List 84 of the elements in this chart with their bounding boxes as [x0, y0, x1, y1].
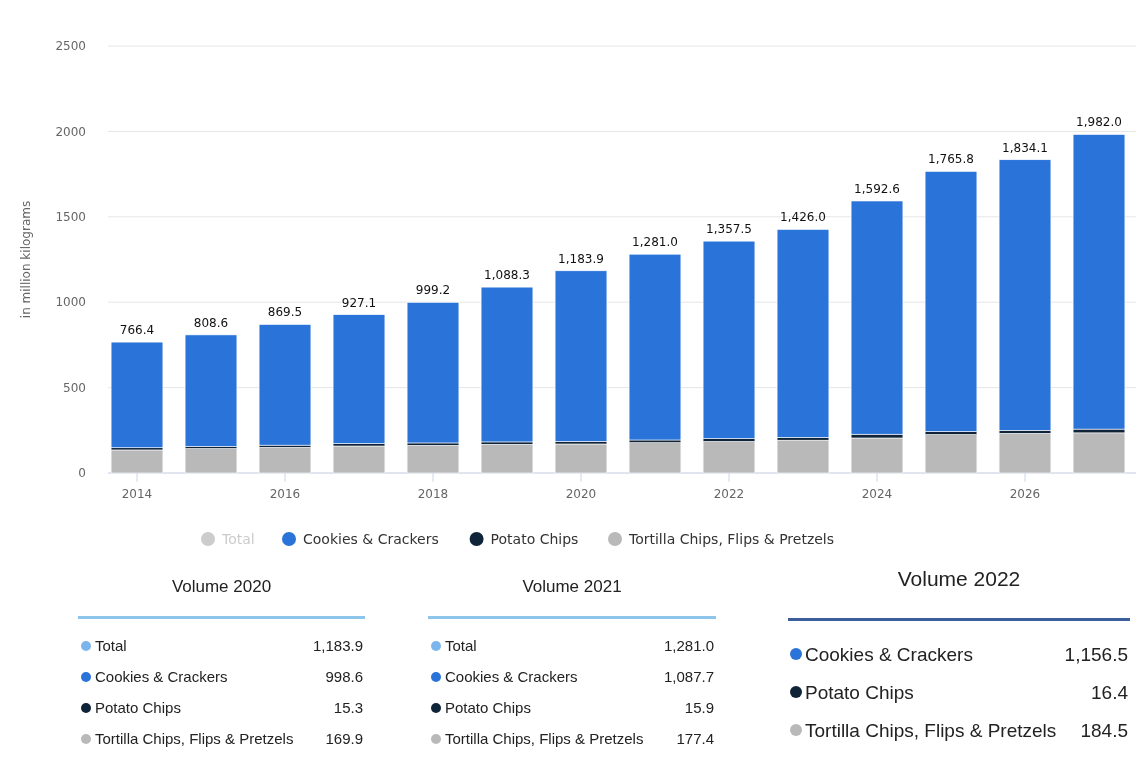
category-label: Cookies & Crackers: [95, 668, 228, 686]
bar: [702, 240, 756, 439]
category-label: Tortilla Chips, Flips & Pretzels: [445, 730, 644, 748]
text: 177.4: [676, 730, 714, 748]
y-axis-title: in million kilograms: [19, 200, 33, 319]
bar: [258, 324, 312, 446]
bar: [628, 442, 682, 474]
legend-label: Tortilla Chips, Flips & Pretzels: [628, 530, 835, 547]
bar: [480, 444, 534, 474]
text: 1,281.0: [663, 637, 714, 655]
category-label: Cookies & Crackers: [445, 668, 578, 686]
text: 15.3: [333, 699, 363, 717]
text: 1,087.7: [663, 668, 714, 686]
bar: [554, 270, 608, 442]
bar: [406, 445, 460, 474]
text: 16.4: [1091, 681, 1128, 703]
bar: [628, 253, 682, 441]
total-label: 999.2: [415, 283, 451, 298]
bar: [924, 434, 978, 474]
bar: [554, 443, 608, 474]
text: 998.6: [325, 668, 363, 686]
x-tick-label: 2020: [565, 487, 597, 501]
bar: [850, 200, 904, 435]
bar: [702, 441, 756, 474]
category-label: Tortilla Chips, Flips & Pretzels: [95, 730, 294, 748]
text: 15.9: [684, 699, 714, 717]
total-label: 1,426.0: [780, 210, 826, 225]
total-label: 1,357.5: [706, 222, 752, 237]
bar: [776, 439, 830, 474]
text: 169.9: [325, 730, 363, 748]
bar: [110, 449, 164, 474]
category-label: Potato Chips: [95, 699, 181, 717]
total-label: 1,281.0: [632, 235, 678, 250]
text: Volume 2022: [897, 567, 1021, 590]
bar: [332, 314, 386, 444]
text: Volume 2020: [171, 577, 272, 596]
legend-label: Potato Chips: [490, 530, 579, 547]
category-label: Total: [445, 637, 477, 655]
x-tick-label: 2024: [861, 487, 893, 501]
x-tick-label: 2014: [121, 487, 153, 501]
x-tick-label: 2022: [713, 487, 745, 501]
category-label: Potato Chips: [805, 681, 914, 703]
bar: [184, 448, 238, 474]
bar: [1072, 134, 1126, 430]
category-label: Tortilla Chips, Flips & Pretzels: [805, 719, 1057, 741]
total-label: 1,592.6: [854, 181, 900, 196]
bar: [998, 433, 1052, 474]
total-label: 766.4: [119, 323, 155, 338]
y-tick-label: 2000: [55, 124, 86, 139]
bar: [406, 302, 460, 444]
text: 1,183.9: [312, 637, 363, 655]
bar: [924, 171, 978, 432]
total-label: 1,982.0: [1076, 115, 1122, 130]
y-tick-label: 0: [78, 466, 86, 481]
bar: [776, 229, 830, 438]
total-label: 869.5: [267, 305, 303, 320]
text: Volume 2021: [522, 577, 622, 596]
text: 1,156.5: [1064, 643, 1128, 665]
total-label: 927.1: [341, 295, 377, 310]
category-label: Cookies & Crackers: [805, 643, 973, 665]
x-tick-label: 2016: [269, 487, 301, 501]
bar: [184, 334, 238, 447]
bar: [850, 437, 904, 474]
y-tick-label: 1000: [55, 295, 86, 310]
bar: [480, 286, 534, 443]
bar: [110, 341, 164, 449]
bar: [1072, 432, 1126, 474]
y-tick-label: 1500: [55, 210, 86, 224]
text: 184.5: [1080, 719, 1128, 741]
x-tick-label: 2018: [417, 487, 449, 501]
legend-label: Cookies & Crackers: [303, 530, 439, 547]
y-tick-label: 2500: [55, 39, 86, 54]
total-label: 1,183.9: [558, 251, 604, 266]
total-label: 1,765.8: [928, 152, 974, 167]
category-label: Potato Chips: [445, 699, 531, 717]
total-label: 1,088.3: [484, 268, 530, 283]
bar: [332, 445, 386, 474]
total-label: 1,834.1: [1002, 140, 1048, 155]
bar: [998, 159, 1052, 431]
x-tick-label: 2026: [1009, 487, 1041, 501]
y-tick-label: 500: [63, 380, 86, 395]
total-label: 808.6: [193, 315, 229, 330]
bar: [258, 447, 312, 474]
category-label: Total: [95, 637, 127, 655]
